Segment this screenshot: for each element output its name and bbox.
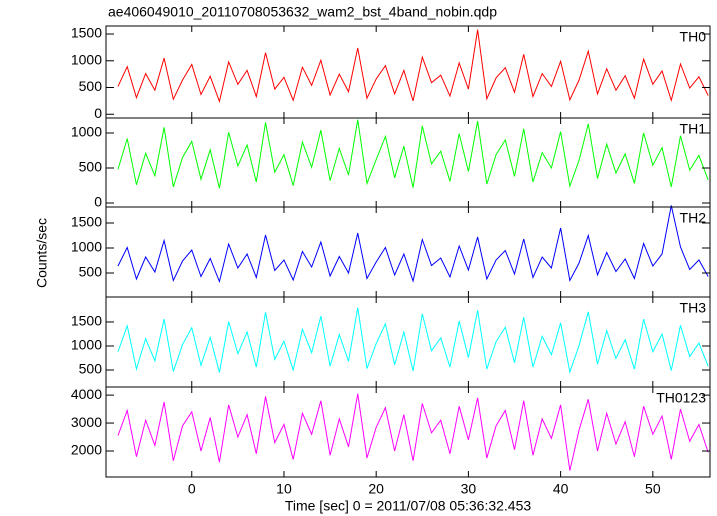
y-tick-label: 4000 bbox=[71, 386, 102, 402]
light-curve bbox=[117, 393, 709, 471]
y-tick-label: 2000 bbox=[71, 442, 102, 458]
panel-frame bbox=[105, 386, 711, 478]
y-tick-label: 1000 bbox=[71, 51, 102, 67]
x-tick-label: 50 bbox=[645, 481, 661, 497]
panel-frame bbox=[105, 206, 711, 298]
x-tick-label: 0 bbox=[188, 481, 196, 497]
y-tick-label: 1000 bbox=[71, 337, 102, 353]
light-curve bbox=[117, 205, 709, 284]
x-tick-label: 10 bbox=[276, 481, 292, 497]
light-curve bbox=[117, 119, 709, 189]
light-curve bbox=[117, 29, 709, 104]
x-axis-label: Time [sec] 0 = 2011/07/08 05:36:32.453 bbox=[285, 498, 532, 514]
legend-label: TH0123 bbox=[656, 390, 706, 406]
legend-label: TH3 bbox=[680, 300, 707, 316]
panel-frame bbox=[105, 25, 711, 119]
x-tick-label: 20 bbox=[368, 481, 384, 497]
panel-frame bbox=[105, 296, 711, 388]
y-tick-label: 1500 bbox=[71, 313, 102, 329]
y-tick-label: 500 bbox=[79, 361, 103, 377]
y-tick-label: 500 bbox=[79, 78, 103, 94]
y-tick-label: 1500 bbox=[71, 25, 102, 41]
legend-label: TH2 bbox=[680, 210, 707, 226]
y-tick-label: 1000 bbox=[71, 124, 102, 140]
light-curve bbox=[117, 307, 709, 374]
y-tick-label: 3000 bbox=[71, 414, 102, 430]
y-axis-label: Counts/sec bbox=[34, 218, 50, 288]
x-tick-label: 40 bbox=[553, 481, 569, 497]
y-tick-label: 1500 bbox=[71, 214, 102, 230]
y-tick-label: 1000 bbox=[71, 239, 102, 255]
legend-label: TH0 bbox=[680, 29, 707, 45]
y-tick-label: 0 bbox=[94, 105, 102, 121]
legend-label: TH1 bbox=[680, 121, 707, 137]
y-tick-label: 500 bbox=[79, 159, 103, 175]
y-tick-label: 0 bbox=[94, 194, 102, 210]
x-tick-label: 30 bbox=[461, 481, 477, 497]
y-tick-label: 500 bbox=[79, 264, 103, 280]
chart-title: ae406049010_20110708053632_wam2_bst_4ban… bbox=[108, 4, 497, 20]
